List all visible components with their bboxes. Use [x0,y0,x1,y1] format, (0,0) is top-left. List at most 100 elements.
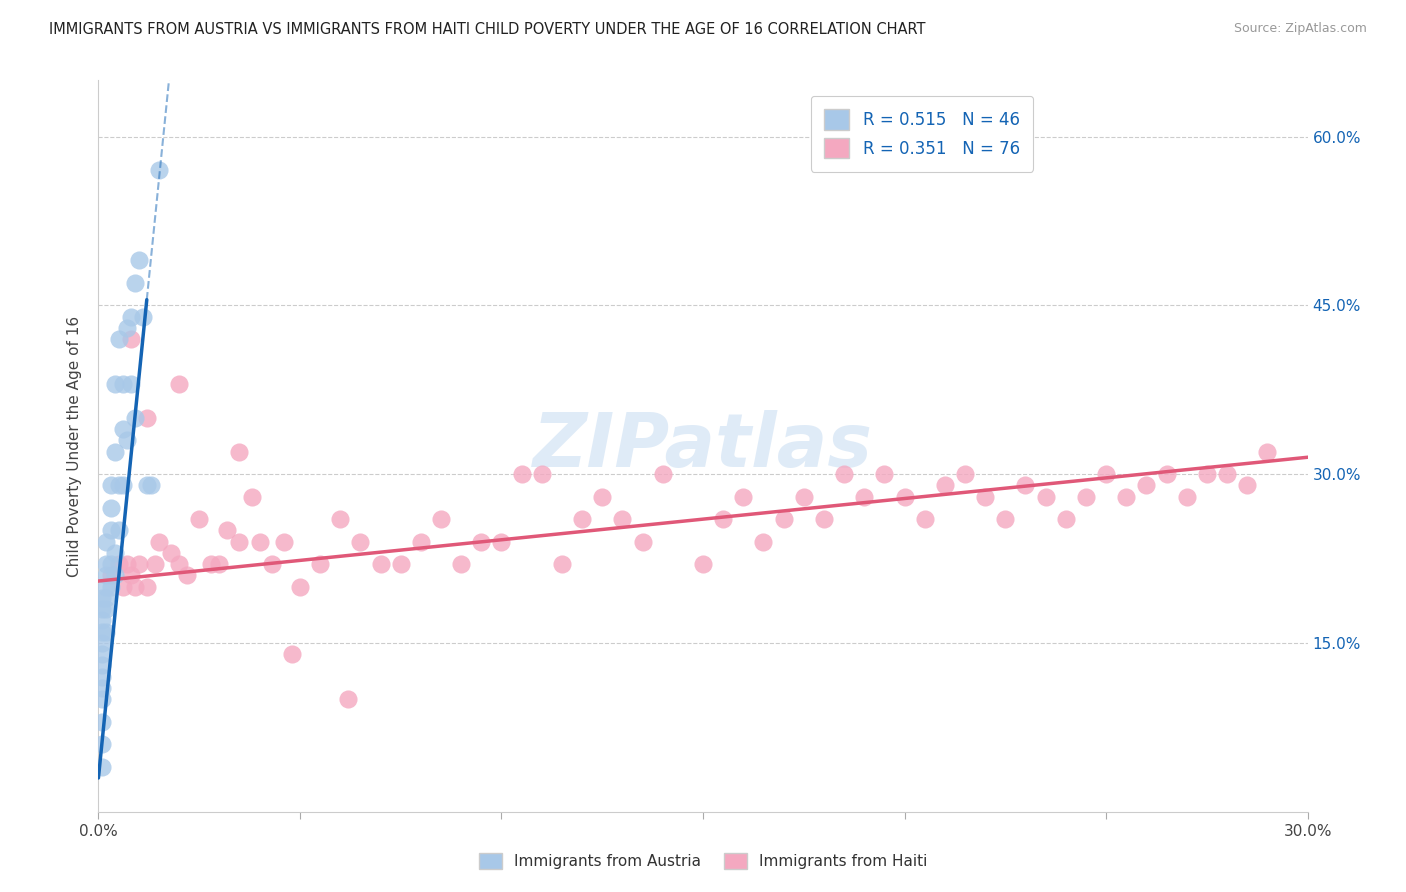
Point [591,490,613,504]
Point [96,534,118,549]
Point [135,478,157,492]
Point [349,534,371,549]
Point [752,534,775,549]
Point [409,534,432,549]
Point [111,422,134,436]
Text: IMMIGRANTS FROM AUSTRIA VS IMMIGRANTS FROM HAITI CHILD POVERTY UNDER THE AGE OF : IMMIGRANTS FROM AUSTRIA VS IMMIGRANTS FR… [49,22,925,37]
Legend: R = 0.515   N = 46, R = 0.351   N = 76: R = 0.515 N = 46, R = 0.351 N = 76 [811,96,1033,171]
Point [1035,490,1057,504]
Point [91,614,114,628]
Point [103,546,125,560]
Point [692,557,714,571]
Point [1195,467,1218,482]
Point [91,624,114,639]
Point [120,568,142,582]
Point [128,253,150,268]
Point [91,591,114,605]
Point [100,568,122,582]
Point [228,444,250,458]
Point [100,500,122,515]
Point [107,332,129,346]
Point [651,467,673,482]
Point [96,568,118,582]
Point [96,557,118,571]
Point [1115,490,1137,504]
Text: ZIPatlas: ZIPatlas [533,409,873,483]
Point [160,546,183,560]
Point [107,524,129,538]
Point [100,524,122,538]
Point [128,557,150,571]
Point [100,580,122,594]
Point [96,591,118,605]
Point [260,557,283,571]
Point [167,377,190,392]
Point [249,534,271,549]
Point [91,714,114,729]
Point [91,760,114,774]
Point [1156,467,1178,482]
Point [107,478,129,492]
Point [124,580,146,594]
Point [96,624,118,639]
Point [329,512,352,526]
Point [430,512,453,526]
Point [873,467,896,482]
Point [1175,490,1198,504]
Point [135,410,157,425]
Point [115,321,138,335]
Point [107,557,129,571]
Point [91,681,114,695]
Point [612,512,634,526]
Point [281,647,304,661]
Point [1216,467,1239,482]
Point [115,434,138,448]
Point [1074,490,1097,504]
Point [832,467,855,482]
Legend: Immigrants from Austria, Immigrants from Haiti: Immigrants from Austria, Immigrants from… [472,847,934,875]
Point [1014,478,1036,492]
Point [91,636,114,650]
Point [176,568,198,582]
Point [711,512,734,526]
Point [1256,444,1278,458]
Point [813,512,835,526]
Point [96,580,118,594]
Y-axis label: Child Poverty Under the Age of 16: Child Poverty Under the Age of 16 [66,316,82,576]
Point [120,310,142,324]
Point [103,377,125,392]
Point [91,692,114,706]
Point [733,490,755,504]
Point [167,557,190,571]
Point [510,467,533,482]
Point [450,557,472,571]
Point [470,534,492,549]
Point [132,310,155,324]
Point [120,332,142,346]
Point [370,557,392,571]
Point [91,658,114,673]
Point [103,444,125,458]
Point [772,512,794,526]
Point [571,512,593,526]
Point [994,512,1017,526]
Point [111,580,134,594]
Point [337,692,360,706]
Point [228,534,250,549]
Point [974,490,997,504]
Point [100,478,122,492]
Point [111,478,134,492]
Point [217,524,239,538]
Point [793,490,815,504]
Point [124,410,146,425]
Point [288,580,311,594]
Point [115,557,138,571]
Point [551,557,574,571]
Point [135,580,157,594]
Point [91,647,114,661]
Point [139,478,162,492]
Point [934,478,956,492]
Point [103,568,125,582]
Point [148,534,170,549]
Point [309,557,332,571]
